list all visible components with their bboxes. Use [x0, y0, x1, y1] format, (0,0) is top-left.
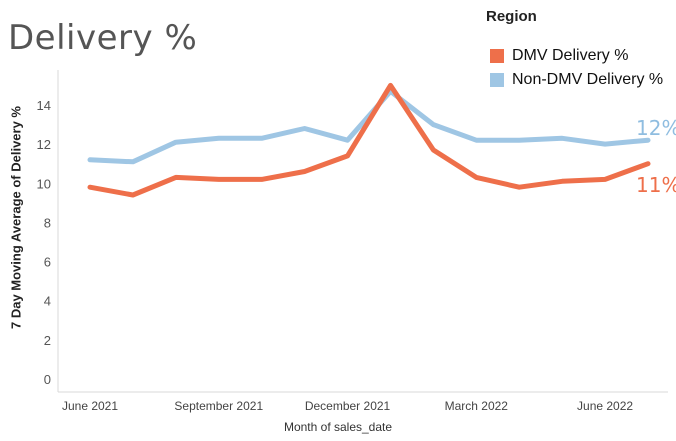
chart-title: Delivery %	[8, 18, 198, 58]
y-tick-label-0: 0	[44, 372, 51, 387]
y-tick-label-6: 6	[44, 255, 51, 270]
x-tick-label-2022-06: June 2022	[577, 399, 633, 413]
legend-swatch-dmv	[490, 49, 504, 63]
x-tick-label-2021-06: June 2021	[62, 399, 118, 413]
y-tick-label-8: 8	[44, 215, 51, 230]
x-tick-label-2022-03: March 2022	[445, 399, 509, 413]
y-tick-label-12: 12	[37, 137, 51, 152]
legend-title: Region	[486, 8, 537, 25]
end-label-non-dmv: 12%	[636, 116, 676, 140]
x-axis-label: Month of sales_date	[283, 420, 393, 434]
x-tick-label-2021-12: December 2021	[305, 399, 391, 413]
y-tick-label-2: 2	[44, 333, 51, 348]
y-tick-label-14: 14	[37, 98, 51, 113]
legend-swatch-non-dmv	[490, 73, 504, 87]
legend-label-non-dmv: Non-DMV Delivery %	[512, 71, 664, 88]
legend: DMV Delivery % Non-DMV Delivery %	[490, 44, 663, 92]
x-tick-label-2021-09: September 2021	[174, 399, 263, 413]
series-line-non-dmv-delivery	[87, 88, 651, 165]
legend-item-non-dmv[interactable]: Non-DMV Delivery %	[490, 68, 663, 92]
y-axis-label: 7 Day Moving Average of Delivery %	[8, 106, 24, 330]
y-tick-label-10: 10	[37, 176, 51, 191]
series-line-dmv-delivery	[87, 82, 651, 198]
legend-item-dmv[interactable]: DMV Delivery %	[490, 44, 663, 68]
legend-label-dmv: DMV Delivery %	[512, 47, 629, 64]
end-label-dmv: 11%	[636, 173, 676, 197]
y-tick-label-4: 4	[44, 294, 51, 309]
